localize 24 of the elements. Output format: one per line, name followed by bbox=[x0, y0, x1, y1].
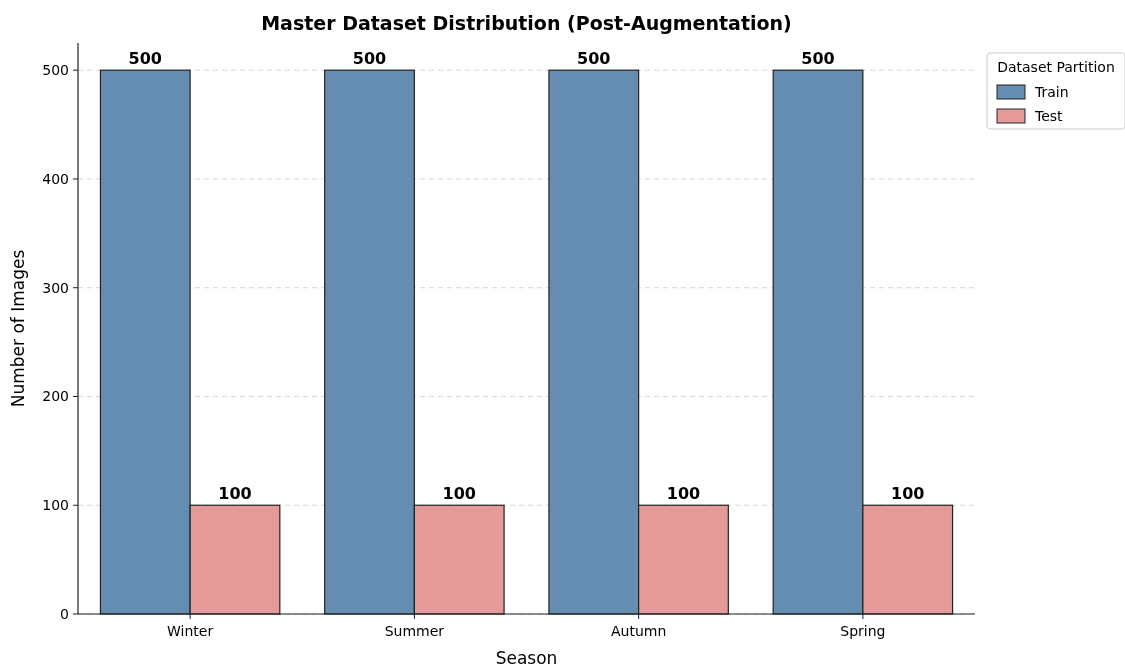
y-tick-label: 500 bbox=[42, 62, 69, 79]
legend-title: Dataset Partition bbox=[997, 59, 1115, 75]
x-tick-label: Winter bbox=[167, 623, 214, 639]
data-label: 100 bbox=[218, 484, 252, 504]
data-label: 100 bbox=[666, 484, 701, 504]
x-tick-label: Summer bbox=[384, 623, 445, 639]
y-tick-label: 300 bbox=[42, 279, 69, 296]
chart-title: Master Dataset Distribution (Post-Augmentation) bbox=[261, 12, 792, 34]
data-label: 500 bbox=[577, 49, 611, 69]
data-label: 100 bbox=[891, 484, 925, 504]
y-tick-label: 0 bbox=[60, 605, 69, 622]
x-axis-title: Season bbox=[495, 648, 558, 668]
y-tick-label: 200 bbox=[42, 388, 69, 405]
data-label: 500 bbox=[352, 49, 387, 69]
x-tick-label: Spring bbox=[840, 623, 886, 639]
legend-label: Test bbox=[1034, 108, 1064, 124]
x-tick-label: Autumn bbox=[610, 623, 667, 639]
y-axis-title: Number of Images bbox=[8, 249, 28, 408]
y-tick-label: 400 bbox=[42, 170, 69, 187]
data-label: 500 bbox=[128, 49, 162, 69]
data-label: 500 bbox=[801, 49, 835, 69]
legend-label: Train bbox=[1034, 84, 1069, 100]
data-label: 100 bbox=[442, 484, 476, 504]
y-tick-label: 100 bbox=[42, 497, 69, 514]
